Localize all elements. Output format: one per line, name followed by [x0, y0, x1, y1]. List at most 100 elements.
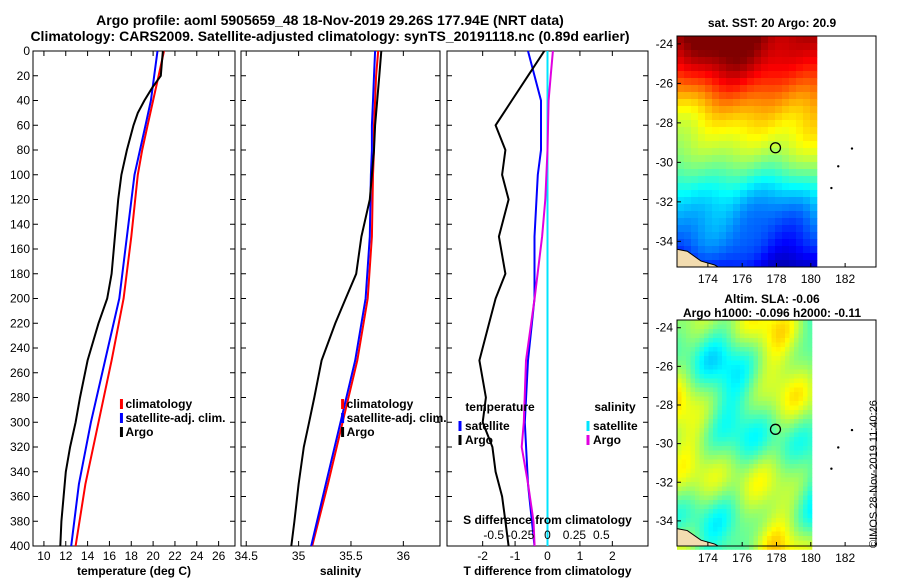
sla_map-cell	[704, 437, 709, 442]
sla_map-cell	[686, 477, 691, 483]
sla_map-cell	[762, 351, 768, 357]
sla_map-cell	[713, 441, 718, 447]
sla_map-cell	[798, 378, 804, 384]
sla_map-cell	[753, 401, 759, 406]
salinity-legend-label: satellite	[593, 419, 638, 433]
sla_map-cell	[749, 455, 754, 460]
sla_map-cell	[753, 392, 759, 397]
sst_map-cell	[754, 127, 762, 135]
sla_map-cell	[735, 477, 741, 483]
sla_map-cell	[704, 410, 709, 415]
sst_map-cell	[684, 141, 692, 149]
sst_map-cell	[747, 57, 755, 65]
sla_map-cell	[807, 540, 813, 546]
sla_map-cell	[699, 387, 705, 393]
sla_map-cell	[767, 338, 772, 343]
sst_map-cell	[789, 176, 797, 184]
sla_map-cell	[803, 437, 808, 442]
sla_map-cell	[753, 347, 759, 352]
sla_map-cell	[677, 423, 682, 429]
sla_map-cell	[785, 329, 790, 334]
sla_map-cell	[690, 333, 696, 339]
sla_map-cell	[708, 500, 714, 505]
sla_map-cell	[749, 432, 754, 438]
sla_map-cell	[690, 369, 696, 375]
sla_map-cell	[780, 513, 786, 519]
sst_map-cell	[747, 197, 755, 205]
sla_map-cell	[762, 482, 768, 487]
sla_map-cell	[726, 365, 732, 370]
sla_map-cell	[807, 410, 813, 415]
sla_map-cell	[744, 504, 750, 510]
sla_map-cell	[789, 383, 795, 388]
sst_map-cell	[754, 162, 762, 170]
sst_map-cell	[719, 218, 727, 226]
sst_map-ytick-label: -26	[656, 76, 674, 90]
sst_map-cell	[761, 246, 769, 254]
sla_map-cell	[771, 482, 777, 487]
sst_map-cell	[712, 176, 720, 184]
sla_map-cell	[785, 374, 790, 379]
sla_map-cell	[731, 473, 736, 478]
sla_map-cell	[713, 324, 718, 330]
sst_map-cell	[719, 106, 727, 114]
sst_map-cell	[782, 218, 790, 226]
sst_map-cell	[775, 218, 783, 226]
sst_map-cell	[705, 64, 713, 72]
sla_map-cell	[807, 329, 813, 334]
sla_map-cell	[713, 459, 718, 465]
sst_map-cell	[775, 113, 783, 121]
sla_map-cell	[713, 396, 718, 402]
sla_map-ytick-label: -26	[656, 359, 674, 373]
sla_map-cell	[677, 320, 682, 325]
sst_map-cell	[761, 36, 769, 44]
sst_map-cell	[803, 225, 811, 233]
sla_map-cell	[704, 360, 709, 366]
sst_map-cell	[803, 253, 811, 261]
salinity-plot-frame	[240, 50, 441, 547]
sla_map-cell	[735, 504, 741, 510]
sla_map-cell	[794, 540, 799, 546]
sla_map-cell	[749, 374, 754, 379]
sst_map-cell	[782, 134, 790, 142]
sst_map-cell	[768, 155, 776, 163]
sst_map-cell	[754, 85, 762, 93]
sla_map-cell	[798, 437, 804, 442]
sla_map-cell	[726, 468, 732, 474]
sla_map-cell	[735, 432, 741, 438]
sla_map-cell	[749, 441, 754, 447]
temperature-xtick-label: 10	[37, 549, 51, 563]
sla_map-cell	[690, 414, 696, 420]
sla_map-cell	[726, 486, 732, 492]
sla_map-cell	[758, 536, 763, 541]
sla_map-cell	[798, 419, 804, 424]
sla_map-cell	[762, 450, 768, 456]
sla_map-cell	[767, 320, 772, 325]
sla_map-cell	[731, 446, 736, 451]
sst_map-cell	[726, 50, 734, 58]
sla_map-cell	[677, 482, 682, 487]
sla_map-cell	[740, 414, 745, 420]
sla_map-cell	[722, 347, 727, 352]
sla_map-cell	[776, 396, 781, 402]
sla_map-cell	[740, 410, 745, 415]
sla_map-cell	[771, 513, 777, 519]
sst_map-cell	[719, 148, 727, 156]
sla_map-xtick-label: 178	[766, 551, 786, 565]
sla_map-cell	[794, 500, 799, 505]
sla_map-cell	[771, 473, 777, 478]
sla_map-cell	[731, 387, 736, 393]
sla_map-cell	[695, 486, 700, 492]
sla_map-cell	[699, 450, 705, 456]
sla_map-cell	[803, 450, 808, 456]
sst_map-cell	[691, 106, 699, 114]
sla_map-cell	[713, 495, 718, 501]
sla_map-cell	[690, 491, 696, 496]
sla_map-cell	[803, 482, 808, 487]
sla_map-cell	[722, 320, 727, 325]
sla_map-cell	[681, 468, 687, 474]
sst_map-cell	[733, 162, 741, 170]
sst_map-cell	[775, 85, 783, 93]
sla_map-cell	[695, 414, 700, 420]
sst_map-cell	[712, 162, 720, 170]
